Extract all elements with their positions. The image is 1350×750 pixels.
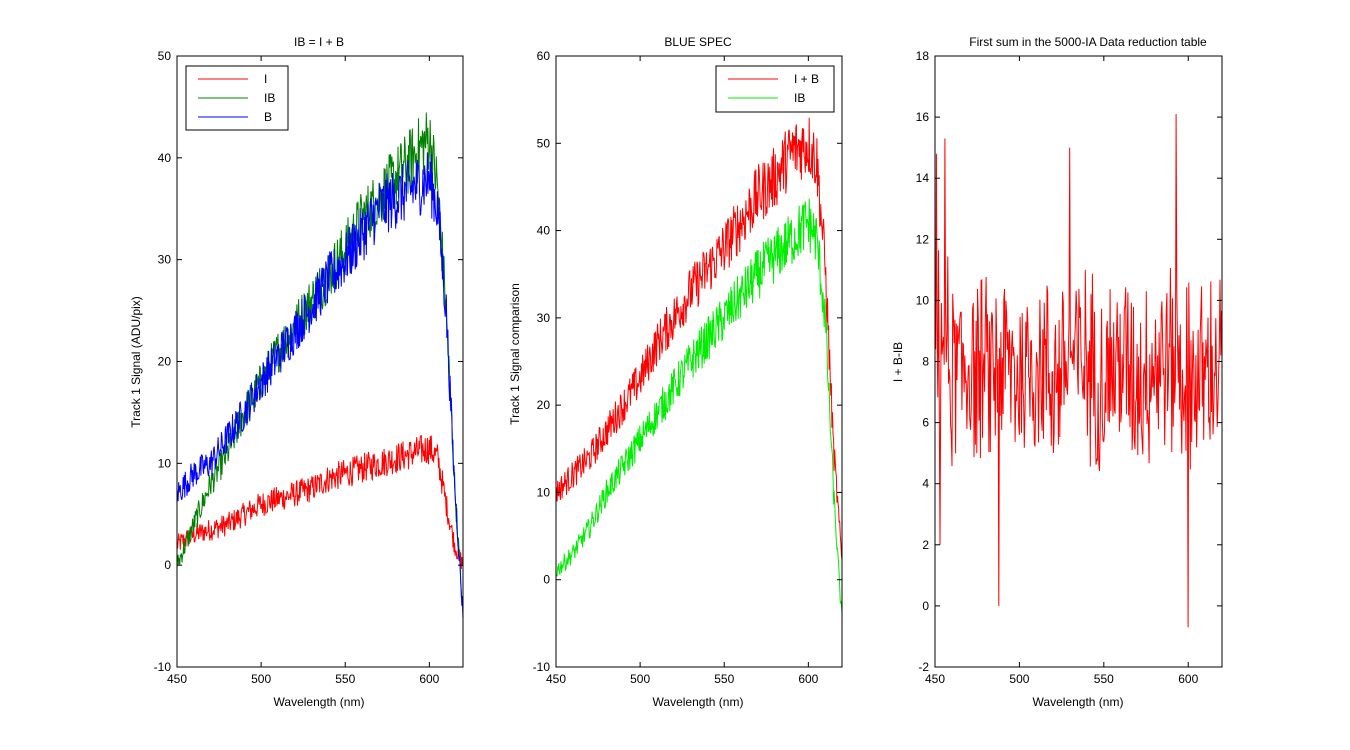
series-line-I	[177, 435, 463, 570]
y-tick-label: 40	[537, 224, 551, 238]
y-tick-label: -10	[533, 660, 551, 674]
y-tick-label: 50	[537, 136, 551, 150]
plot-panel-1: IB = I + B Wavelength (nm) Track 1 Signa…	[129, 35, 364, 709]
y-tick-label: 30	[537, 311, 551, 325]
plot-title: First sum in the 5000-IA Data reduction …	[969, 35, 1207, 49]
legend: I + B IB	[715, 65, 835, 113]
x-tick-label: 550	[335, 672, 355, 686]
x-tick-label: 450	[546, 672, 566, 686]
x-tick-label: 500	[1009, 672, 1029, 686]
x-tick-label: 600	[419, 672, 439, 686]
axes-frame	[555, 55, 843, 668]
y-tick-label: 4	[922, 477, 929, 491]
legend-label: IB	[794, 91, 805, 105]
y-tick-label: 10	[158, 456, 172, 470]
plot-panel-3: First sum in the 5000-IA Data reduction …	[891, 35, 1207, 709]
legend-label: B	[264, 110, 272, 124]
y-tick-label: 20	[158, 355, 172, 369]
y-tick-label: 18	[916, 49, 930, 63]
y-tick-label: 8	[922, 355, 929, 369]
x-axis-label: Wavelength (nm)	[274, 695, 365, 709]
y-tick-label: 0	[164, 558, 171, 572]
x-tick-label: 600	[1178, 672, 1198, 686]
y-axis-label: Track 1 Signal comparison	[508, 283, 522, 425]
x-tick-label: 550	[714, 672, 734, 686]
y-tick-label: 40	[158, 151, 172, 165]
chart-3: 450 500 550 600 -2 0 2 4 6 8 10 12 14 16 18	[916, 49, 1223, 686]
legend-box	[715, 65, 835, 113]
y-tick-label: 50	[158, 49, 172, 63]
y-tick-label: 16	[916, 110, 930, 124]
plot-title: IB = I + B	[294, 35, 344, 49]
x-tick-label: 450	[167, 672, 187, 686]
plot-area	[177, 56, 463, 667]
y-axis-label: I + B-IB	[891, 342, 905, 382]
y-tick-label: 2	[922, 538, 929, 552]
legend-label: I + B	[794, 72, 819, 86]
y-tick-label: 14	[916, 171, 930, 185]
series-line-B	[177, 152, 463, 618]
plot-title: BLUE SPEC	[664, 35, 732, 49]
x-tick-label: 600	[798, 672, 818, 686]
x-tick-label: 550	[1094, 672, 1114, 686]
legend-label: I	[264, 72, 267, 86]
legend: I IB B	[185, 65, 289, 131]
series-line-IB	[556, 198, 842, 613]
y-tick-label: 20	[537, 398, 551, 412]
y-tick-label: 30	[158, 253, 172, 267]
x-tick-label: 450	[925, 672, 945, 686]
y-tick-label: -2	[918, 660, 929, 674]
y-tick-label: 10	[916, 293, 930, 307]
plot-panel-2: BLUE SPEC Wavelength (nm) Track 1 Signal…	[508, 35, 743, 709]
y-tick-label: 12	[916, 232, 930, 246]
x-tick-label: 500	[251, 672, 271, 686]
chart-2: 450 500 550 600 -10 0 10 20 30 40 50 60 I + B IB	[533, 49, 843, 686]
y-tick-label: 6	[922, 416, 929, 430]
legend-label: IB	[264, 91, 275, 105]
x-axis-label: Wavelength (nm)	[1033, 695, 1124, 709]
series-line-IB	[177, 112, 463, 613]
series-line-IB	[556, 117, 842, 560]
y-tick-label: -10	[154, 660, 172, 674]
y-axis-label: Track 1 Signal (ADU/pix)	[129, 296, 143, 428]
y-tick-label: 60	[537, 49, 551, 63]
x-axis-label: Wavelength (nm)	[653, 695, 744, 709]
chart-1: 450 500 550 600 -10 0 10 20 30 40 50 I IB B	[154, 49, 464, 686]
y-tick-label: 0	[922, 599, 929, 613]
x-tick-label: 500	[630, 672, 650, 686]
series-line-diff	[935, 113, 1222, 628]
y-tick-label: 10	[537, 485, 551, 499]
y-tick-label: 0	[543, 573, 550, 587]
